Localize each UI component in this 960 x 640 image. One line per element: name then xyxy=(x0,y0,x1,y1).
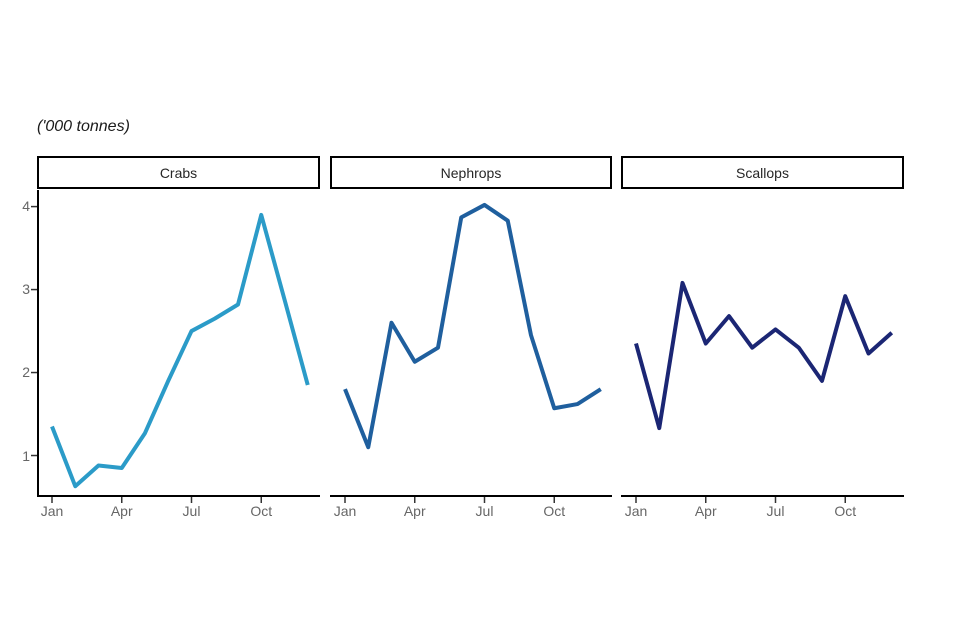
facet-strip-scallops: Scallops xyxy=(621,156,904,189)
x-axis-tick-label: Jul xyxy=(766,503,785,519)
crabs-data-line xyxy=(50,212,310,489)
y-axis-tick-label: 2 xyxy=(22,364,30,380)
x-axis-tick-label: Jan xyxy=(333,503,357,519)
chart-title: ('000 tonnes) xyxy=(37,118,130,135)
nephrops-data-line xyxy=(343,202,602,450)
facet-panel-scallops xyxy=(621,280,904,503)
x-axis-tick-label: Jul xyxy=(182,503,201,519)
facet-strip-crabs: Crabs xyxy=(37,156,320,189)
facet-label: Nephrops xyxy=(440,164,502,181)
facet-label: Scallops xyxy=(736,164,789,181)
x-axis-tick-label: Jan xyxy=(624,503,648,519)
x-axis-tick-label: Oct xyxy=(250,503,273,519)
x-axis-tick-label: Apr xyxy=(403,503,426,519)
x-axis-tick-label: Oct xyxy=(834,503,857,519)
x-axis-tick-label: Jul xyxy=(475,503,494,519)
x-axis-tick-label: Oct xyxy=(543,503,566,519)
facet-panel-crabs xyxy=(31,190,320,503)
facet-strip-nephrops: Nephrops xyxy=(330,156,612,189)
y-axis-tick-label: 3 xyxy=(22,281,30,297)
x-axis-tick-label: Apr xyxy=(110,503,133,519)
y-axis-tick-label: 4 xyxy=(22,198,30,214)
scallops-data-line xyxy=(634,280,894,431)
x-axis-tick-label: Apr xyxy=(694,503,717,519)
facet-label: Crabs xyxy=(159,164,198,181)
y-axis-tick-label: 1 xyxy=(22,448,30,464)
x-axis-tick-label: Jan xyxy=(40,503,64,519)
facet-panel-nephrops xyxy=(330,202,612,503)
